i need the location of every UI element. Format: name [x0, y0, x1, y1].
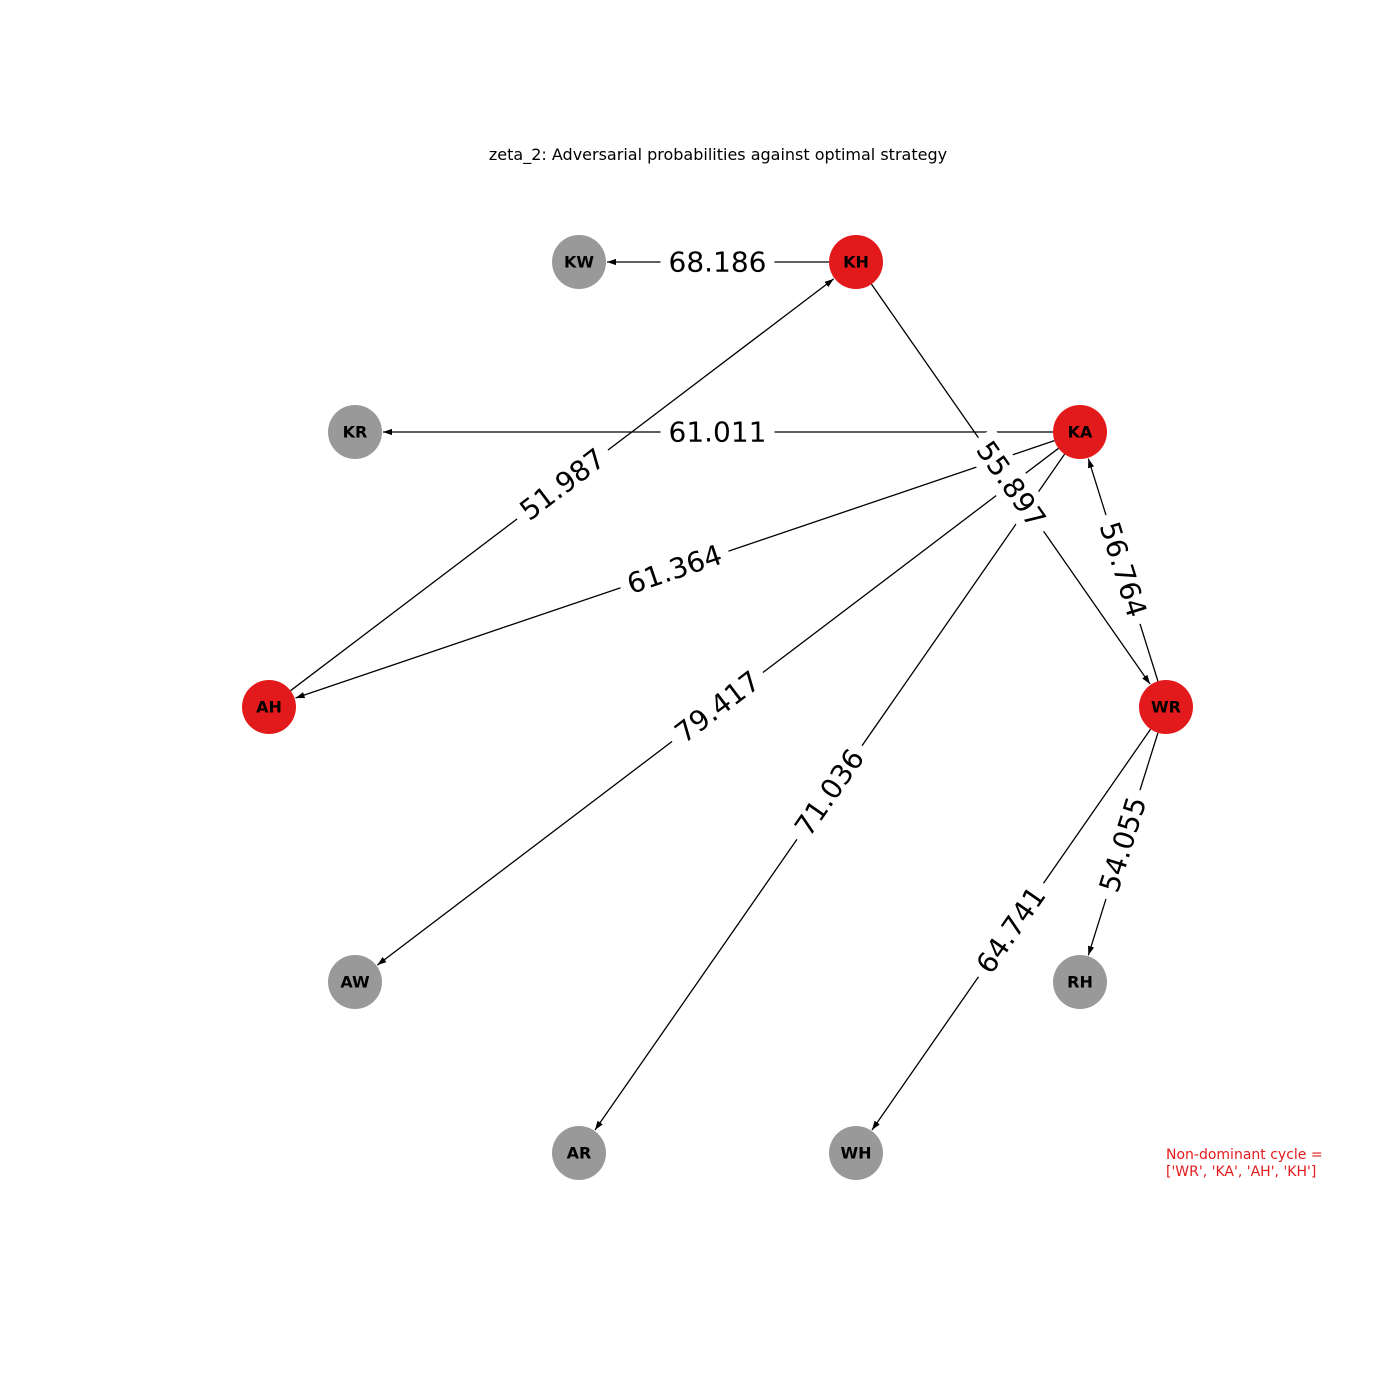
node-label-ar: AR — [567, 1144, 592, 1163]
edge-label-background — [781, 735, 878, 850]
edge-label-kh-kw: 68.186 — [669, 246, 767, 279]
node-kw: KW — [552, 235, 606, 289]
node-wr: WR — [1139, 680, 1193, 734]
edge-label-ah-kh: 51.987 — [513, 442, 611, 527]
node-circle-kr — [328, 405, 382, 459]
node-rh: RH — [1053, 955, 1107, 1009]
node-kh: KH — [829, 235, 883, 289]
edge-label-background — [1088, 784, 1158, 905]
node-label-ah: AH — [256, 698, 282, 717]
edge-label-ka-ar: 71.036 — [788, 743, 871, 842]
edge-label-background — [1088, 509, 1158, 630]
edge-label-kh-wr: 55.897 — [969, 435, 1052, 534]
edge-label-group-wr-wh: 64.741 — [963, 872, 1059, 988]
edge-label-group-ka-ar: 71.036 — [781, 735, 878, 850]
node-kr: KR — [328, 405, 382, 459]
node-label-wr: WR — [1151, 698, 1181, 717]
node-circle-kw — [552, 235, 606, 289]
edge-label-group-ka-ah: 61.364 — [614, 533, 735, 606]
edge-label-background — [660, 657, 775, 757]
edge-label-background — [660, 243, 775, 281]
node-circle-wr — [1139, 680, 1193, 734]
edge-label-wr-ka: 56.764 — [1093, 518, 1154, 621]
node-label-wh: WH — [840, 1144, 871, 1163]
edge-label-background — [963, 427, 1059, 542]
edge-label-background — [660, 413, 775, 451]
edge-label-ka-aw: 79.417 — [668, 664, 766, 750]
node-label-kw: KW — [564, 253, 594, 272]
node-circle-ka — [1053, 405, 1107, 459]
edge-label-ka-kr: 61.011 — [669, 416, 767, 449]
diagram-title: zeta_2: Adversarial probabilities agains… — [489, 145, 947, 165]
node-circle-aw — [328, 955, 382, 1009]
edge-label-background — [614, 533, 735, 606]
node-label-aw: AW — [340, 973, 370, 992]
node-circle-rh — [1053, 955, 1107, 1009]
edge-label-background — [963, 872, 1059, 988]
node-wh: WH — [829, 1126, 883, 1180]
edge-label-background — [505, 435, 620, 534]
node-circle-wh — [829, 1126, 883, 1180]
nodes-layer: KW KH KR KA AH WR AW RH AR WH — [242, 235, 1193, 1180]
node-ah: AH — [242, 680, 296, 734]
node-label-kh: KH — [843, 253, 869, 272]
node-aw: AW — [328, 955, 382, 1009]
node-circle-kh — [829, 235, 883, 289]
node-ka: KA — [1053, 405, 1107, 459]
edge-label-group-wr-rh: 54.055 — [1088, 784, 1158, 905]
node-label-rh: RH — [1067, 973, 1093, 992]
cycle-note-line2: ['WR', 'KA', 'AH', 'KH'] — [1166, 1164, 1316, 1180]
node-circle-ah — [242, 680, 296, 734]
cycle-note-line1: Non-dominant cycle = — [1166, 1147, 1323, 1163]
edge-label-wr-rh: 54.055 — [1093, 793, 1154, 896]
edge-label-ka-ah: 61.364 — [623, 538, 726, 601]
edge-label-group-kh-kw: 68.186 — [660, 243, 775, 281]
node-circle-ar — [552, 1126, 606, 1180]
node-label-ka: KA — [1068, 423, 1093, 442]
node-ar: AR — [552, 1126, 606, 1180]
edge-label-group-ah-kh: 51.987 — [505, 435, 620, 534]
edge-label-group-ka-kr: 61.011 — [660, 413, 775, 451]
node-label-kr: KR — [343, 423, 368, 442]
edge-label-wr-wh: 64.741 — [969, 880, 1052, 979]
edge-label-group-ka-aw: 79.417 — [660, 657, 775, 757]
